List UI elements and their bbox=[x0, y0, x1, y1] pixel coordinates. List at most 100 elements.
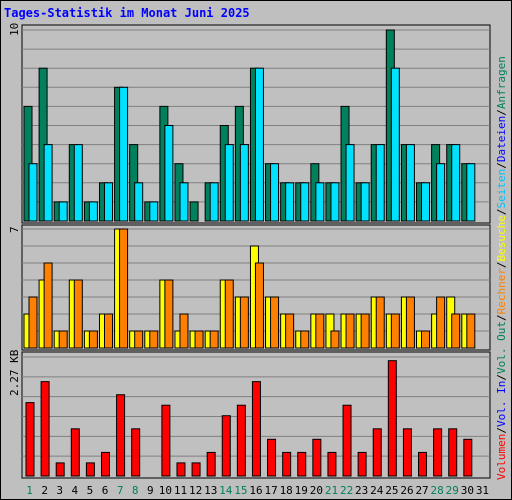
files-bar-day-15 bbox=[239, 144, 249, 222]
sites-bar-day-10 bbox=[164, 279, 174, 349]
chart-title: Tages-Statistik im Monat Juni 2025 bbox=[4, 6, 250, 20]
sites-bar-day-8 bbox=[134, 330, 144, 349]
x-tick-label-day-1: 1 bbox=[26, 484, 33, 497]
x-tick-label-day-26: 26 bbox=[400, 484, 413, 497]
x-tick-label-day-15: 15 bbox=[234, 484, 247, 497]
files-bar-day-7 bbox=[119, 86, 129, 222]
sites-bar-day-22 bbox=[345, 313, 355, 349]
legend-sep: / bbox=[495, 109, 508, 116]
volume-bar-day-7 bbox=[116, 394, 126, 477]
files-bar-day-5 bbox=[88, 201, 98, 222]
legend-sep: / bbox=[495, 261, 508, 269]
volume-bar-day-1 bbox=[25, 402, 35, 477]
x-tick-label-day-19: 19 bbox=[295, 484, 308, 497]
volume-bar-day-11 bbox=[176, 462, 186, 477]
sites-bar-day-25 bbox=[390, 313, 400, 349]
files-bar-day-18 bbox=[285, 182, 295, 222]
volume-bar-day-15 bbox=[236, 404, 246, 477]
legend-sites: Rechner bbox=[495, 268, 508, 315]
sites-bar-day-5 bbox=[88, 330, 98, 349]
files-bar-day-6 bbox=[103, 182, 113, 222]
sites-bar-day-21 bbox=[330, 330, 340, 349]
sites-bar-day-6 bbox=[103, 313, 113, 349]
volume-bar-day-27 bbox=[418, 451, 428, 477]
x-tick-label-day-10: 10 bbox=[159, 484, 172, 497]
sites-bar-day-2 bbox=[43, 262, 53, 349]
volume-bar-day-14 bbox=[221, 415, 231, 477]
files-bar-day-10 bbox=[164, 125, 174, 222]
x-tick-label-day-23: 23 bbox=[355, 484, 368, 497]
volume-bar-day-17 bbox=[267, 438, 277, 477]
sites-bar-day-29 bbox=[451, 313, 461, 349]
files-bar-day-20 bbox=[315, 182, 325, 222]
legend-pages: Seiten bbox=[495, 168, 508, 209]
x-tick-label-day-9: 9 bbox=[147, 484, 154, 497]
files-bar-day-30 bbox=[466, 163, 476, 222]
sites-bar-day-28 bbox=[436, 296, 446, 349]
files-bar-day-23 bbox=[360, 182, 370, 222]
x-tick-label-day-16: 16 bbox=[249, 484, 262, 497]
sites-bar-day-27 bbox=[421, 330, 431, 349]
files-bar-day-21 bbox=[330, 182, 340, 222]
files-bar-day-28 bbox=[436, 163, 446, 222]
volume-bar-day-3 bbox=[55, 462, 65, 477]
x-tick-label-day-7: 7 bbox=[117, 484, 124, 497]
volume-bar-day-10 bbox=[161, 404, 171, 477]
volume-bar-day-24 bbox=[372, 428, 382, 477]
sites-bar-day-12 bbox=[194, 330, 204, 349]
sites-bar-day-20 bbox=[315, 313, 325, 349]
files-bar-day-1 bbox=[28, 163, 38, 222]
volume-bar-day-25 bbox=[387, 360, 397, 477]
sites-bar-day-24 bbox=[375, 296, 385, 349]
x-tick-label-day-31: 31 bbox=[476, 484, 489, 497]
files-bar-day-8 bbox=[134, 182, 144, 222]
sites-bar-day-15 bbox=[239, 296, 249, 349]
x-tick-label-day-21: 21 bbox=[325, 484, 338, 497]
legend-hits: Anfragen bbox=[495, 56, 508, 110]
x-tick-label-day-14: 14 bbox=[219, 484, 233, 497]
volume-bar-day-12 bbox=[191, 462, 201, 477]
sites-bar-day-18 bbox=[285, 313, 295, 349]
files-bar-day-3 bbox=[58, 201, 68, 222]
sites-bar-day-13 bbox=[209, 330, 219, 349]
volume-bar-day-21 bbox=[327, 451, 337, 477]
x-tick-label-day-2: 2 bbox=[41, 484, 48, 497]
x-tick-label-day-25: 25 bbox=[385, 484, 398, 497]
x-tick-label-day-18: 18 bbox=[280, 484, 293, 497]
sites-bar-day-17 bbox=[270, 296, 280, 349]
x-tick-label-day-30: 30 bbox=[461, 484, 474, 497]
sites-bar-day-4 bbox=[73, 279, 83, 349]
x-tick-label-day-29: 29 bbox=[446, 484, 459, 497]
x-tick-label-day-11: 11 bbox=[174, 484, 187, 497]
series-legend: Volumen/Vol. In/Vol. Out/Rechner/Besuche… bbox=[494, 10, 510, 480]
files-bar-day-24 bbox=[375, 144, 385, 222]
sites-bar-day-9 bbox=[149, 330, 159, 349]
sites-bar-day-30 bbox=[466, 313, 476, 349]
files-bar-day-11 bbox=[179, 182, 189, 222]
x-tick-label-day-8: 8 bbox=[132, 484, 139, 497]
files-bar-day-4 bbox=[73, 144, 83, 222]
legend-volume: Volumen bbox=[495, 433, 508, 480]
volume-bar-day-19 bbox=[297, 451, 307, 477]
sites-bar-day-3 bbox=[58, 330, 68, 349]
sites-bar-day-7 bbox=[119, 228, 129, 349]
sites-bar-day-26 bbox=[405, 296, 415, 349]
legend-sep: / bbox=[495, 374, 508, 381]
volume-bar-day-28 bbox=[433, 428, 443, 477]
volume-bar-day-5 bbox=[85, 462, 95, 477]
files-bar-day-26 bbox=[405, 144, 415, 222]
files-bar-day-14 bbox=[224, 144, 234, 222]
panel3-ymax-label: 2.27 KB bbox=[8, 349, 21, 396]
legend-sep: / bbox=[495, 314, 508, 322]
volume-bar-day-29 bbox=[448, 428, 458, 477]
volume-bar-day-26 bbox=[402, 428, 412, 477]
volume-bar-day-16 bbox=[251, 381, 261, 477]
volume-bar-day-13 bbox=[206, 451, 216, 477]
hits-bar-day-12 bbox=[189, 201, 199, 222]
sites-bar-day-1 bbox=[28, 296, 38, 349]
x-tick-label-day-4: 4 bbox=[72, 484, 79, 497]
x-tick-label-day-22: 22 bbox=[340, 484, 353, 497]
x-tick-label-day-24: 24 bbox=[370, 484, 384, 497]
